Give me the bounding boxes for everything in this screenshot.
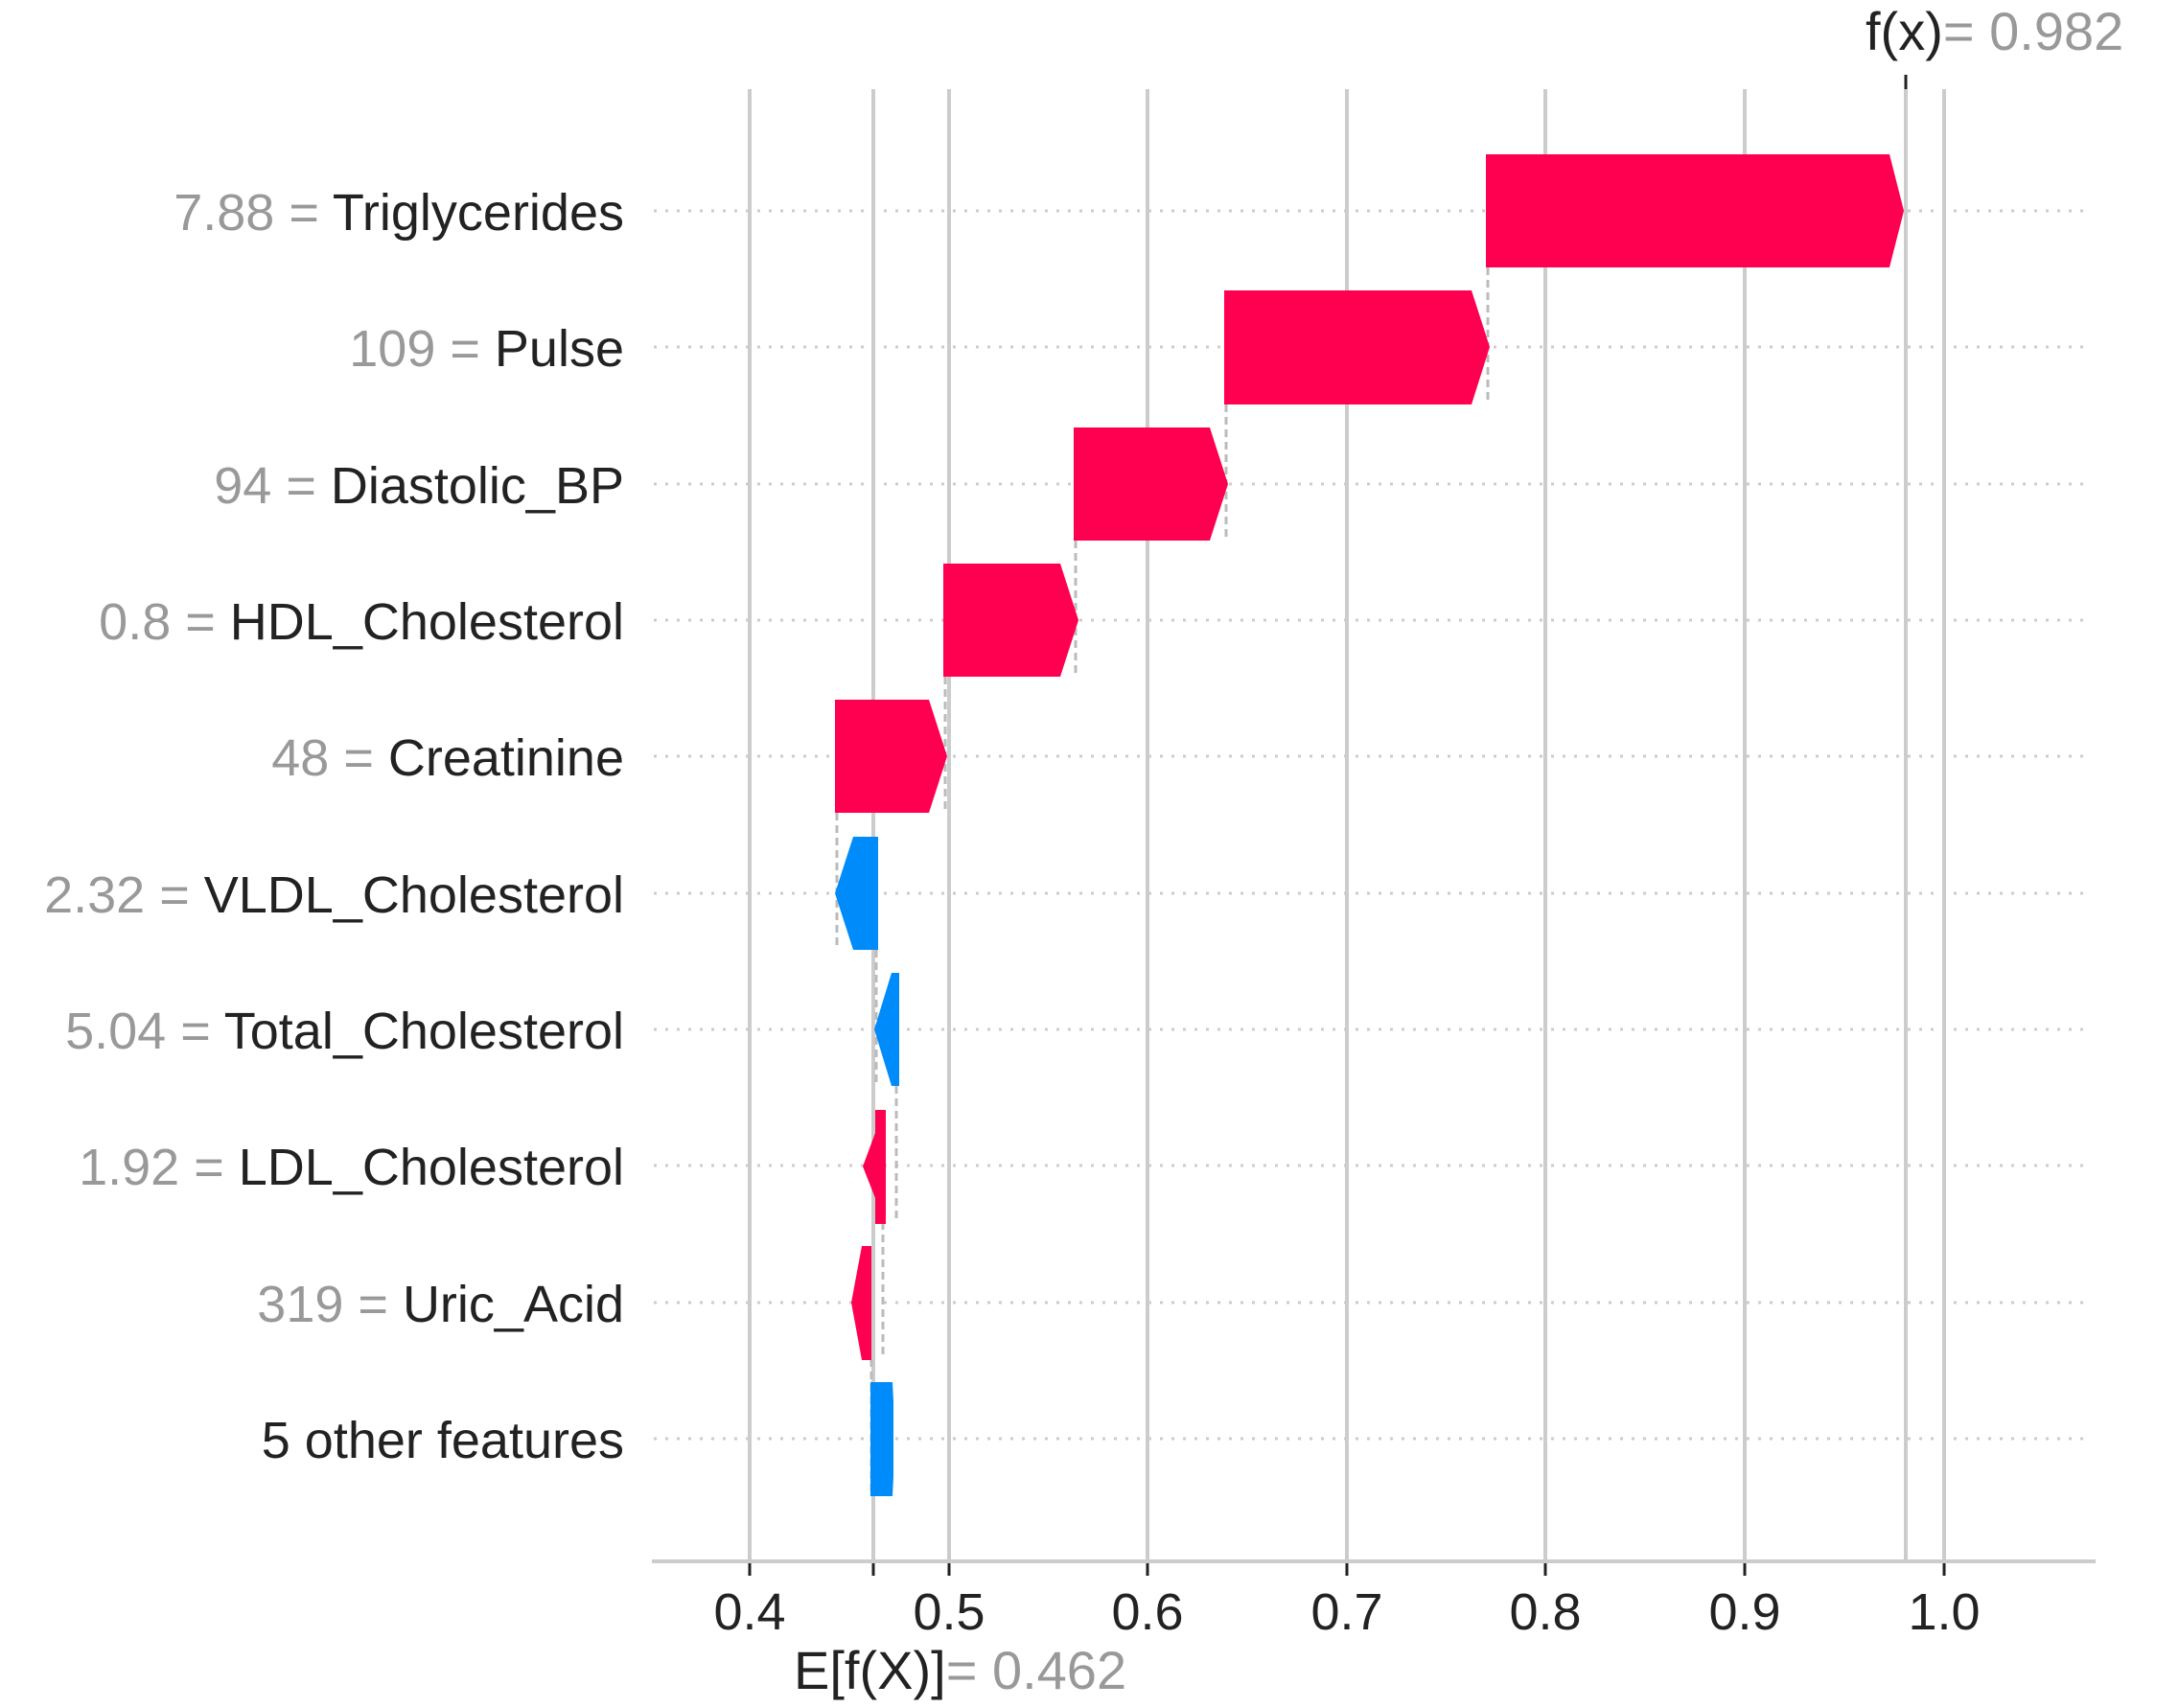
bar-pulse [1224,290,1490,404]
feature-value: 0.8 [99,593,171,651]
feature-label-vldl-cholesterol: 2.32 = VLDL_Cholesterol [44,866,624,924]
bar-ldl-cholesterol [863,1110,886,1224]
feature-labels: 7.88 = Triglycerides 109 = Pulse 94 = Di… [44,184,624,1469]
base-value-annotation: E[f(X)]= 0.462 [794,1640,1126,1700]
feature-name: Pulse [495,320,624,378]
base-value: = 0.462 [946,1640,1126,1700]
tick-label: 0.6 [1111,1583,1183,1641]
feature-value: 7.88 [174,184,274,242]
bar-total-cholesterol [874,973,899,1086]
feature-name: Creatinine [388,729,624,787]
feature-label-pulse: 109 = Pulse [349,320,624,378]
equals: = [271,457,331,515]
feature-label-triglycerides: 7.88 = Triglycerides [174,184,624,242]
tick-label: 0.4 [713,1583,785,1641]
feature-label-diastolic-bp: 94 = Diastolic_BP [214,457,624,515]
feature-name: Diastolic_BP [331,457,624,515]
feature-name: Uric_Acid [403,1276,624,1333]
feature-value: 109 [349,320,435,378]
feature-label-uric-acid: 319 = Uric_Acid [257,1276,624,1333]
output-value: = 0.982 [1943,1,2123,61]
equals: = [179,1139,239,1196]
feature-name: HDL_Cholesterol [230,593,624,651]
bar-triglycerides [1486,154,1904,267]
feature-value: 2.32 [44,866,145,924]
output-value-annotation: f(x)= 0.982 [1866,1,2123,61]
bar-creatinine [835,700,947,813]
tick-label: 0.5 [913,1583,985,1641]
bar-other-features [870,1382,893,1496]
feature-value: 5.04 [65,1003,166,1060]
feature-value: 319 [257,1276,343,1333]
equals: = [274,184,333,242]
equals: = [343,1276,403,1333]
bars [835,154,1904,1496]
base-label: E[f(X)] [794,1640,946,1700]
feature-name: Triglycerides [333,184,624,242]
feature-label-other-features: 5 other features [262,1412,624,1469]
bar-uric-acid [851,1246,871,1360]
feature-label-creatinine: 48 = Creatinine [271,729,624,787]
feature-label-ldl-cholesterol: 1.92 = LDL_Cholesterol [79,1139,624,1196]
equals: = [171,593,230,651]
equals: = [435,320,495,378]
tick-label: 0.7 [1310,1583,1382,1641]
tick-label: 1.0 [1908,1583,1980,1641]
tick-label: 0.8 [1509,1583,1581,1641]
feature-value: 94 [214,457,271,515]
tick-label: 0.9 [1708,1583,1780,1641]
feature-name: VLDL_Cholesterol [204,866,624,924]
equals: = [329,729,388,787]
bar-hdl-cholesterol [943,564,1078,677]
feature-name: Total_Cholesterol [224,1003,624,1060]
feature-value: 1.92 [79,1139,179,1196]
feature-label-hdl-cholesterol: 0.8 = HDL_Cholesterol [99,593,624,651]
equals: = [166,1003,224,1060]
x-ticks [748,1563,1946,1576]
bar-vldl-cholesterol [835,837,878,950]
feature-name: LDL_Cholesterol [239,1139,624,1196]
output-label: f(x) [1866,1,1943,61]
feature-value: 48 [271,729,329,787]
feature-label-total-cholesterol: 5.04 = Total_Cholesterol [65,1003,624,1060]
x-axis: 0.4 0.5 0.6 0.7 0.8 0.9 1.0 E[f(X)]= 0.4… [652,1559,2096,1700]
equals: = [145,866,204,924]
bar-diastolic-bp [1074,427,1228,541]
